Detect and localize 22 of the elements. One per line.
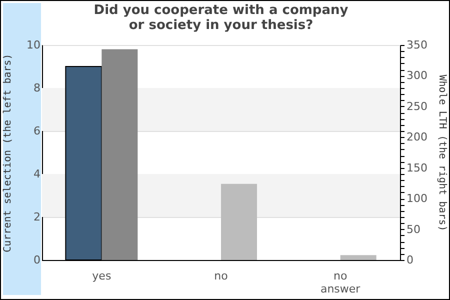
- y-tick-label: 10: [26, 38, 40, 52]
- y2-tick-label: 300: [406, 69, 428, 82]
- y2-tick-label: 200: [406, 130, 428, 144]
- y2-tick-label: 350: [406, 38, 428, 52]
- y2-tick-label: 100: [406, 192, 428, 206]
- y2-tick-label: 250: [406, 100, 428, 113]
- bar: [221, 184, 257, 260]
- y-tick-label: 2: [34, 210, 40, 224]
- y2-tick-label: 150: [406, 161, 428, 174]
- y-tick-label: 6: [34, 124, 40, 138]
- bar: [340, 255, 376, 260]
- y-tick-label: 4: [34, 168, 40, 180]
- x-tick-label: yes: [92, 270, 112, 282]
- y-tick-label: 0: [34, 254, 40, 266]
- x-tick-label: no answer: [320, 270, 361, 296]
- chart-title: Did you cooperate with a company or society in your thesis?: [94, 3, 349, 33]
- y-axis-title: Current selection (the left bars): [2, 54, 14, 252]
- y-tick-label: 8: [34, 82, 40, 94]
- y2-tick-label: 0: [406, 254, 414, 266]
- y2-axis-title: Whole LTH (the right bars): [436, 74, 448, 232]
- y2-tick-label: 50: [406, 222, 420, 236]
- x-tick-label: no: [214, 270, 228, 282]
